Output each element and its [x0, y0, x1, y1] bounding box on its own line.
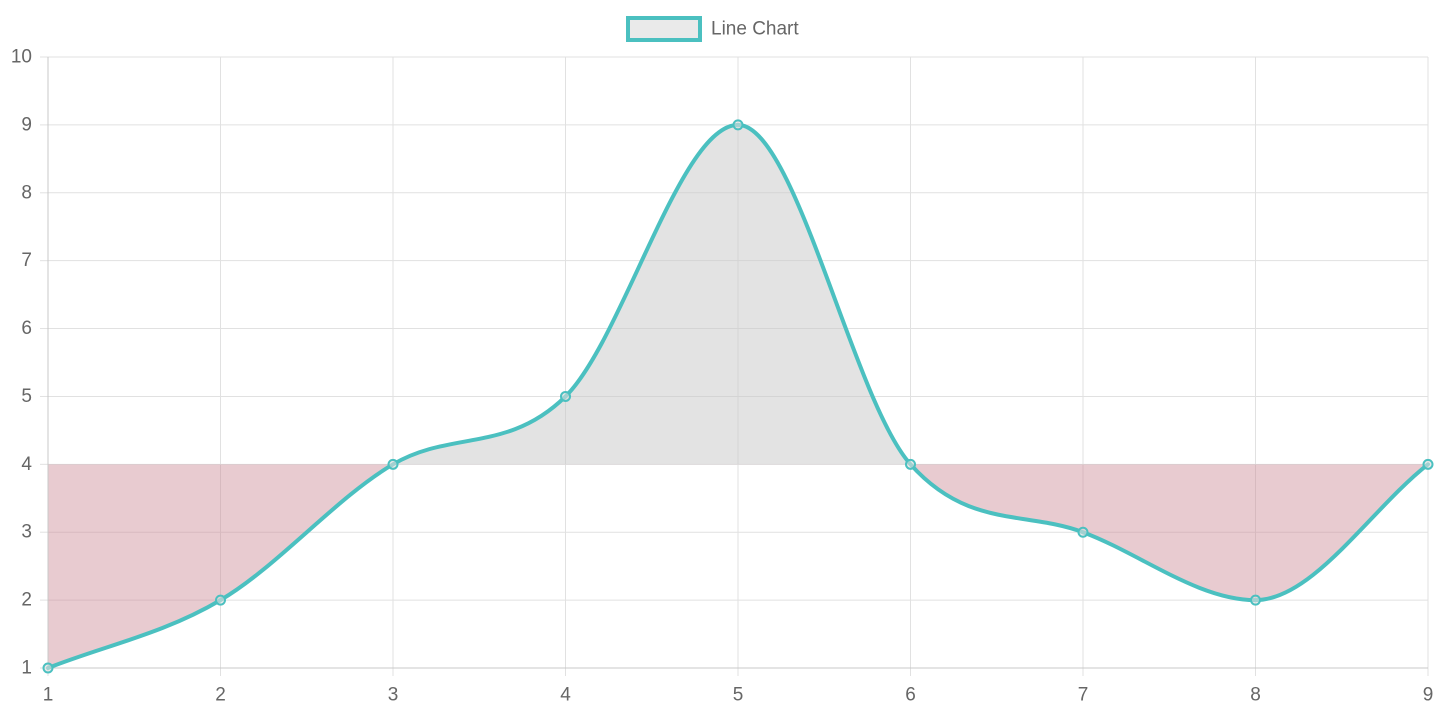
area-fill-below: [48, 464, 1428, 668]
legend-label[interactable]: Line Chart: [711, 19, 799, 40]
area-fill-above: [48, 124, 1428, 465]
y-tick-label: 7: [21, 250, 32, 271]
x-tick-label: 9: [1423, 685, 1434, 706]
y-tick-label: 6: [21, 318, 32, 339]
x-tick-label: 2: [215, 685, 226, 706]
x-tick-label: 8: [1250, 685, 1261, 706]
y-tick-label: 5: [21, 386, 32, 407]
y-tick-label: 2: [21, 590, 32, 611]
y-tick-label: 1: [21, 658, 32, 679]
x-tick-label: 7: [1078, 685, 1089, 706]
data-points: [42, 119, 1434, 674]
data-point[interactable]: [215, 594, 226, 606]
data-point[interactable]: [1422, 458, 1434, 470]
axes: 1 2 3 4 5 6 7 8 9 10 1 2 3 4 5 6 7 8 9: [11, 47, 1433, 706]
y-tick-label: 4: [21, 454, 32, 475]
y-tick-label: 9: [21, 114, 32, 135]
data-point[interactable]: [732, 119, 744, 131]
x-tick-label: 5: [733, 685, 744, 706]
y-tick-label: 10: [11, 47, 32, 68]
legend[interactable]: Line Chart: [626, 16, 799, 42]
area-fill: [48, 124, 1428, 668]
y-tick-label: 8: [21, 182, 32, 203]
data-point[interactable]: [560, 390, 571, 402]
data-point[interactable]: [387, 458, 399, 470]
data-point[interactable]: [905, 458, 916, 470]
legend-swatch[interactable]: [626, 16, 702, 42]
data-point[interactable]: [42, 662, 54, 674]
y-tick-label: 3: [21, 522, 32, 543]
x-tick-label: 3: [388, 685, 399, 706]
data-point[interactable]: [1077, 526, 1089, 538]
x-tick-label: 1: [43, 685, 54, 706]
x-tick-label: 4: [560, 685, 571, 706]
x-tick-label: 6: [905, 685, 916, 706]
data-point[interactable]: [1250, 594, 1261, 606]
